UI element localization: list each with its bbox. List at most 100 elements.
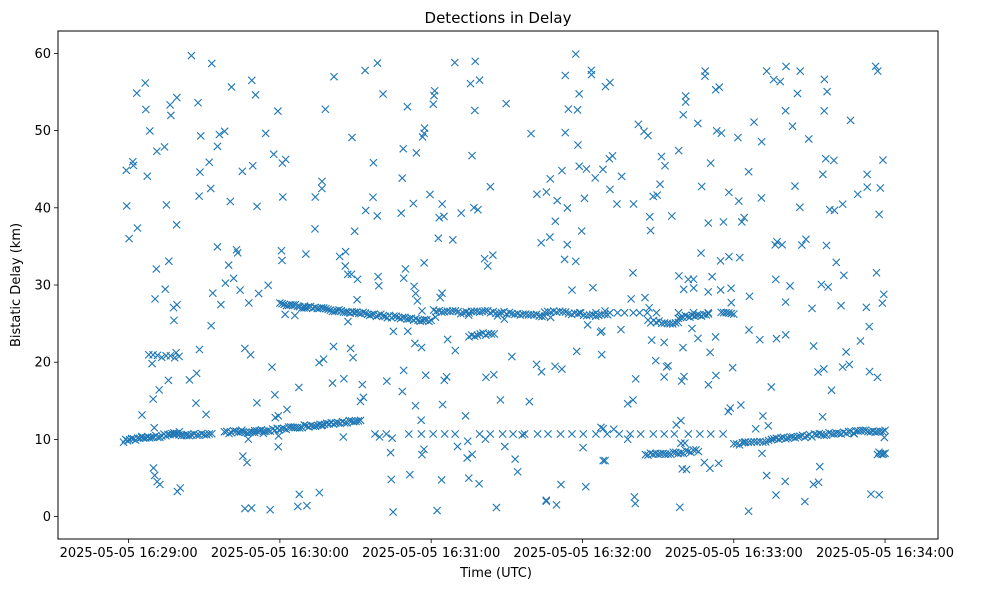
data-point bbox=[640, 293, 649, 302]
data-point bbox=[815, 462, 824, 471]
data-point bbox=[410, 339, 419, 348]
data-point bbox=[172, 220, 181, 229]
data-point bbox=[859, 426, 868, 435]
data-point bbox=[248, 428, 257, 437]
data-point bbox=[329, 72, 338, 81]
data-point bbox=[132, 89, 141, 98]
data-point bbox=[771, 275, 780, 284]
data-point bbox=[567, 430, 576, 438]
data-point bbox=[733, 133, 742, 142]
data-point bbox=[714, 459, 723, 468]
data-point bbox=[500, 315, 509, 324]
data-point bbox=[793, 432, 802, 441]
data-point bbox=[829, 156, 838, 165]
data-point bbox=[676, 416, 685, 425]
data-point bbox=[398, 313, 407, 322]
data-point bbox=[148, 359, 157, 368]
data-point bbox=[386, 448, 395, 457]
data-point bbox=[317, 421, 326, 430]
data-point bbox=[122, 201, 131, 210]
data-point bbox=[537, 238, 546, 247]
data-point bbox=[560, 255, 569, 264]
data-point bbox=[469, 203, 478, 212]
data-point bbox=[164, 257, 173, 266]
data-point bbox=[551, 362, 560, 371]
data-point bbox=[448, 235, 457, 244]
data-point bbox=[875, 210, 884, 219]
data-point bbox=[295, 423, 304, 432]
data-point bbox=[564, 105, 573, 114]
y-tick-label: 60 bbox=[34, 47, 51, 62]
data-point bbox=[645, 303, 654, 312]
data-point bbox=[329, 420, 338, 429]
data-point bbox=[689, 284, 698, 293]
data-point bbox=[862, 303, 871, 312]
data-point bbox=[424, 317, 433, 326]
data-point bbox=[819, 364, 828, 373]
data-point bbox=[575, 162, 584, 171]
data-point bbox=[353, 295, 362, 304]
data-point bbox=[401, 264, 410, 273]
data-point bbox=[583, 320, 592, 329]
y-tick-label: 40 bbox=[34, 201, 51, 216]
data-point bbox=[767, 383, 776, 392]
data-point bbox=[712, 126, 721, 135]
data-point bbox=[711, 85, 720, 94]
data-point bbox=[453, 442, 462, 451]
data-point bbox=[591, 312, 600, 321]
data-point bbox=[278, 256, 286, 265]
data-point bbox=[493, 311, 502, 320]
data-point bbox=[251, 90, 260, 99]
data-point bbox=[774, 435, 783, 444]
data-point bbox=[403, 327, 412, 336]
data-point bbox=[183, 430, 192, 439]
data-point bbox=[876, 184, 885, 192]
data-point bbox=[818, 170, 827, 179]
data-point bbox=[264, 281, 273, 290]
data-point bbox=[289, 301, 298, 310]
data-point bbox=[542, 188, 551, 197]
data-point bbox=[599, 456, 608, 465]
data-point bbox=[438, 289, 446, 298]
data-point bbox=[571, 50, 580, 59]
data-point bbox=[274, 411, 283, 420]
data-point bbox=[568, 286, 576, 295]
data-point bbox=[705, 464, 714, 473]
data-point bbox=[317, 184, 326, 193]
data-point bbox=[769, 75, 778, 84]
data-point bbox=[509, 430, 518, 438]
data-point bbox=[475, 479, 484, 488]
data-point bbox=[324, 305, 333, 314]
data-point bbox=[483, 261, 492, 270]
data-point bbox=[694, 447, 703, 456]
data-point bbox=[784, 434, 793, 443]
data-point bbox=[244, 435, 253, 444]
data-point bbox=[481, 435, 490, 444]
data-point bbox=[281, 310, 290, 319]
data-point bbox=[300, 421, 309, 430]
data-point bbox=[420, 258, 429, 267]
data-point bbox=[740, 213, 749, 222]
data-point bbox=[838, 200, 847, 209]
data-point bbox=[605, 308, 614, 317]
data-point bbox=[367, 310, 376, 319]
data-point bbox=[533, 430, 542, 438]
data-point bbox=[337, 306, 346, 315]
data-point bbox=[820, 431, 829, 440]
data-point bbox=[556, 430, 565, 438]
data-point bbox=[600, 306, 609, 315]
data-point bbox=[341, 262, 350, 271]
data-point bbox=[147, 433, 156, 442]
data-point bbox=[247, 504, 256, 513]
data-point bbox=[398, 387, 407, 396]
data-point bbox=[481, 306, 490, 315]
data-point bbox=[513, 467, 522, 476]
data-point bbox=[881, 426, 890, 435]
data-point bbox=[122, 166, 131, 175]
data-point bbox=[781, 106, 790, 115]
data-point bbox=[229, 426, 238, 435]
y-tick-label: 10 bbox=[34, 433, 51, 448]
data-point bbox=[160, 142, 169, 151]
data-point bbox=[274, 431, 283, 440]
data-point bbox=[850, 429, 859, 438]
